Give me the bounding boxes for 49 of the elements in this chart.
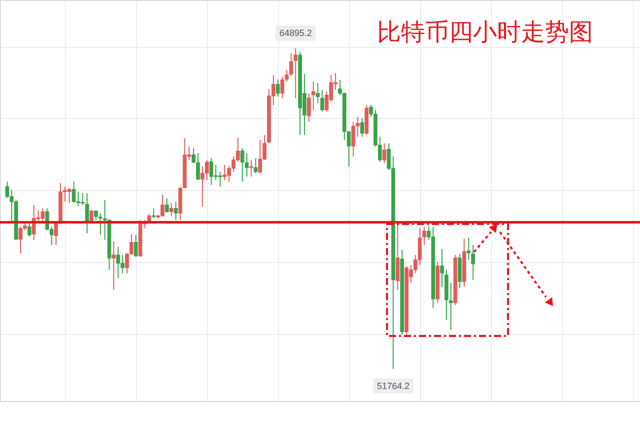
candlestick	[27, 222, 32, 238]
candlestick	[440, 248, 444, 288]
candlestick	[316, 82, 320, 104]
candlestick	[80, 192, 85, 206]
candlestick	[396, 224, 400, 290]
candlestick	[382, 142, 386, 164]
candlestick	[422, 226, 426, 246]
candlestick	[448, 282, 453, 330]
candlestick	[306, 92, 311, 122]
candlestick	[249, 159, 254, 178]
candlestick	[294, 48, 298, 99]
candlestick	[134, 234, 138, 258]
candlestick	[204, 159, 209, 180]
candlestick	[94, 210, 98, 221]
annotation: 64895.2	[279, 28, 312, 38]
candlestick	[254, 158, 258, 174]
candlestick	[174, 201, 178, 221]
text: 比特币四小时走势图	[377, 18, 593, 46]
candlestick	[360, 118, 364, 138]
candlestick	[72, 181, 76, 204]
candlestick	[458, 253, 462, 288]
candlestick	[169, 202, 174, 216]
candlestick	[222, 164, 227, 180]
candlestick	[40, 208, 45, 222]
candlestick	[351, 121, 356, 158]
candlestick	[258, 139, 262, 174]
candlestick	[165, 198, 169, 214]
candlestick	[240, 148, 244, 182]
candlestick	[289, 52, 294, 76]
candlestick	[5, 181, 10, 198]
candlestick	[280, 76, 284, 99]
candlestick	[196, 152, 200, 180]
candlestick	[311, 81, 316, 110]
candlestick	[284, 69, 289, 82]
candlestick	[218, 171, 222, 188]
candlestick	[471, 244, 475, 280]
candlestick	[276, 78, 280, 98]
candlestick	[192, 148, 196, 164]
candlestick	[152, 208, 156, 219]
candlestick	[466, 237, 471, 260]
candlestick	[76, 191, 80, 208]
candlestick	[112, 241, 116, 290]
candlestick	[85, 192, 89, 234]
candlestick	[244, 152, 249, 178]
candlestick	[209, 158, 214, 186]
candlestick	[116, 246, 120, 279]
candlestick	[214, 164, 218, 180]
annotation: 51764.2	[376, 380, 410, 391]
candlestick	[67, 188, 72, 204]
